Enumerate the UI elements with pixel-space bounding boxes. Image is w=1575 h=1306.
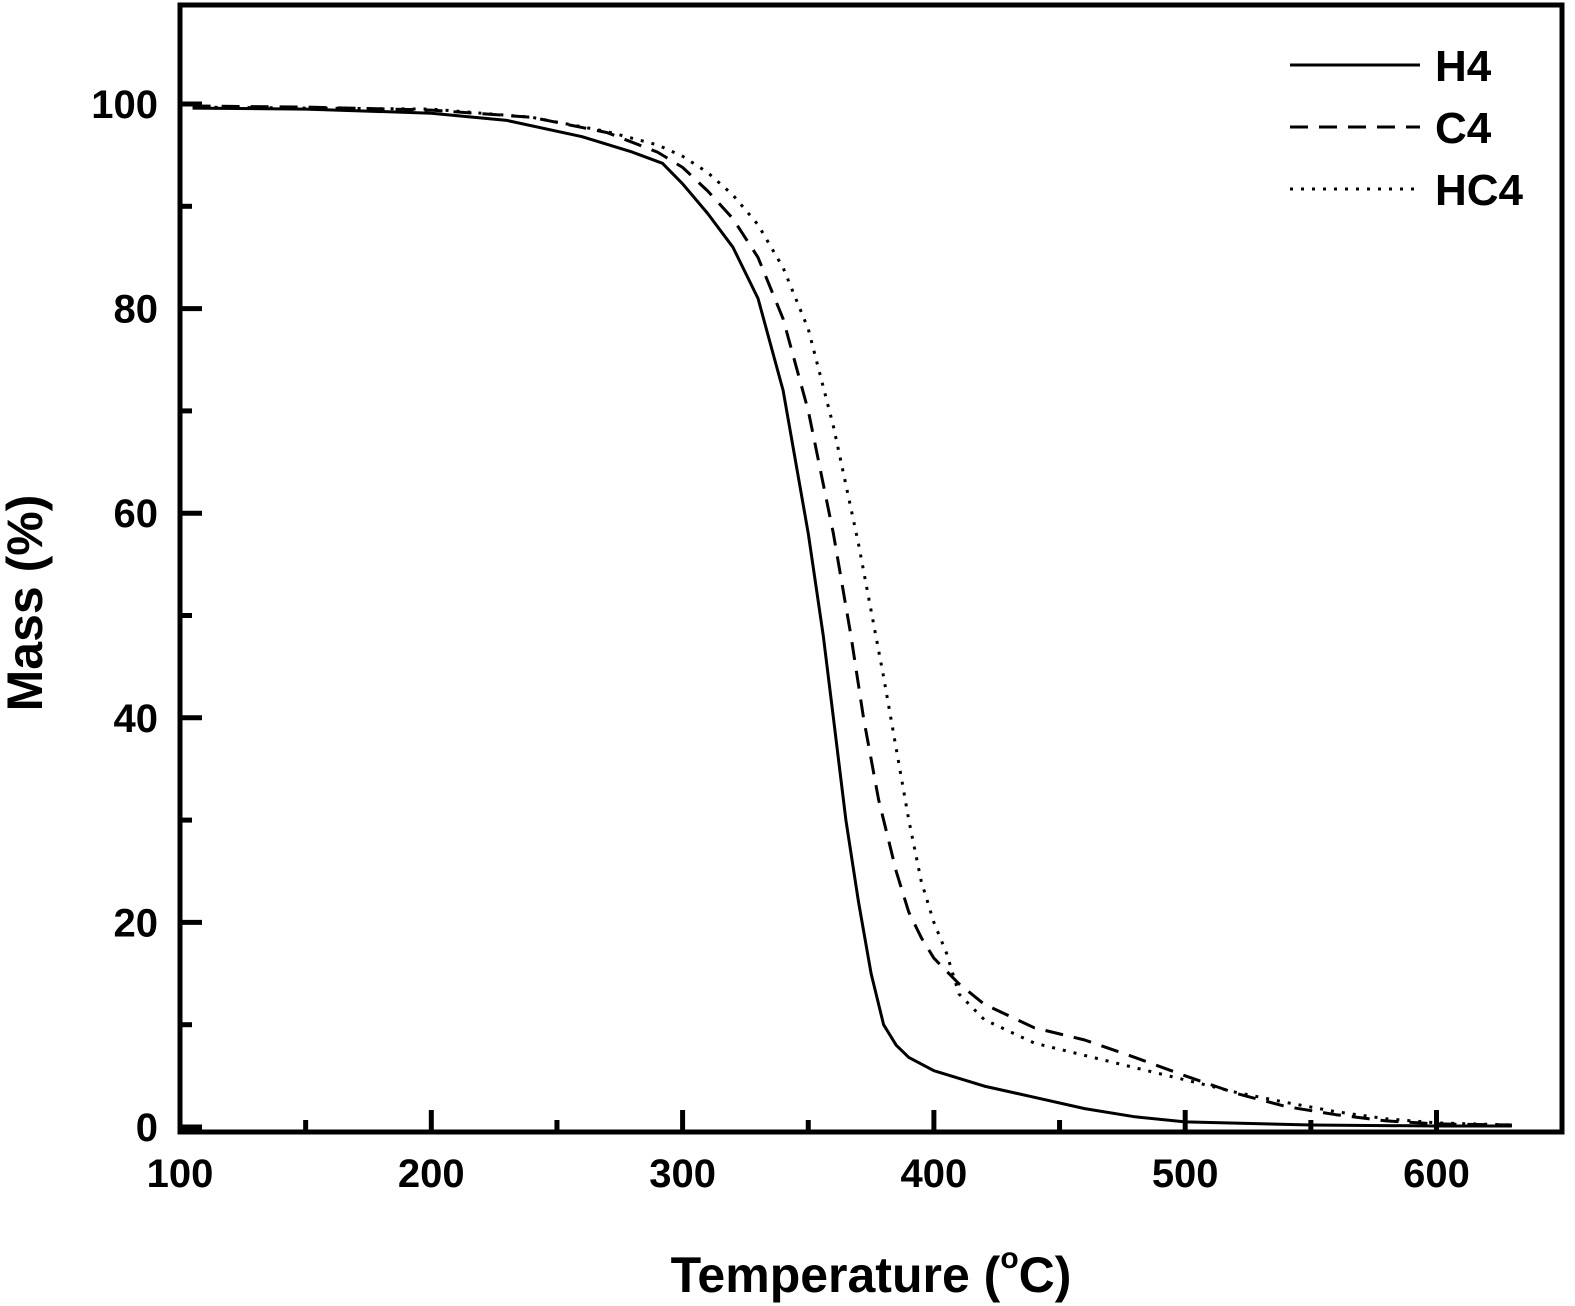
y-tick-label: 60 <box>114 492 159 536</box>
plot-frame <box>177 2 1565 1135</box>
legend-label-h4: H4 <box>1435 42 1492 91</box>
x-tick-label: 600 <box>1403 1152 1470 1196</box>
series-line-c4 <box>192 104 1512 1127</box>
legend: H4 C4 HC4 <box>1290 42 1524 215</box>
x-tick-label: 200 <box>398 1152 465 1196</box>
legend-label-c4: C4 <box>1435 104 1492 153</box>
y-tick-label: 0 <box>136 1106 158 1150</box>
series-line-hc4 <box>192 105 1512 1127</box>
x-tick-label: 100 <box>147 1152 214 1196</box>
x-axis-title: Temperature (oC) <box>671 1242 1072 1303</box>
series-layer <box>192 104 1512 1128</box>
y-axis-title: Mass (%) <box>0 495 53 712</box>
legend-label-hc4: HC4 <box>1435 166 1524 215</box>
y-tick-label: 40 <box>114 697 159 741</box>
x-tick-label: 400 <box>901 1152 968 1196</box>
x-tick-label: 300 <box>649 1152 716 1196</box>
y-tick-label: 80 <box>114 288 159 332</box>
y-tick-label: 20 <box>114 901 159 945</box>
x-tick-label: 500 <box>1152 1152 1219 1196</box>
x-axis-title-degree: o <box>1000 1242 1018 1275</box>
y-tick-label: 100 <box>91 83 158 127</box>
x-axis-title-unit: C) <box>1019 1247 1072 1303</box>
series-line-h4 <box>192 106 1512 1128</box>
tick-layer: 100 200 300 400 500 600 0 20 40 60 80 100 <box>91 83 1470 1196</box>
x-axis-title-main: Temperature ( <box>671 1247 1001 1303</box>
